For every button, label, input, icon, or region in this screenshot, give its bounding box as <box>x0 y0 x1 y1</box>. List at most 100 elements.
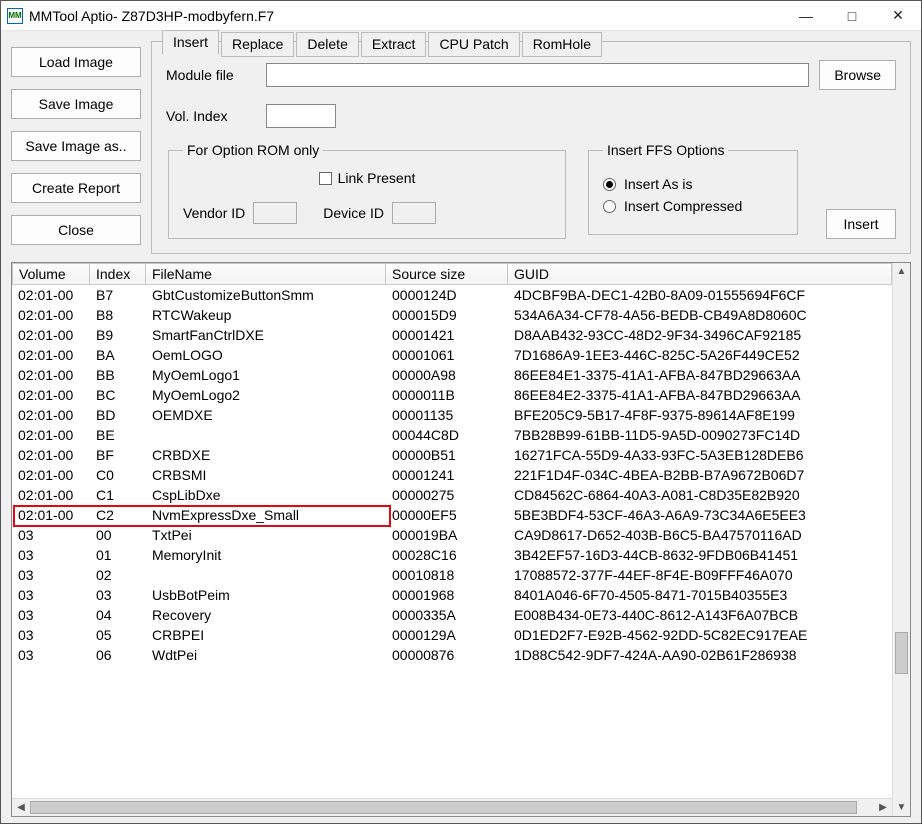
table-row[interactable]: 02:01-00BCMyOemLogo20000011B86EE84E2-337… <box>12 385 892 405</box>
create-report-button[interactable]: Create Report <box>11 173 141 203</box>
table-row[interactable]: 02:01-00C1CspLibDxe00000275CD84562C-6864… <box>12 485 892 505</box>
cell: D8AAB432-93CC-48D2-9F34-3496CAF92185 <box>508 325 892 345</box>
table-row[interactable]: 0304Recovery0000335AE008B434-0E73-440C-8… <box>12 605 892 625</box>
cell: 16271FCA-55D9-4A33-93FC-5A3EB128DEB6 <box>508 445 892 465</box>
scroll-down-icon[interactable]: ▼ <box>893 798 910 816</box>
minimize-button[interactable]: ― <box>783 1 829 31</box>
cell: 03 <box>12 525 90 545</box>
cell: 02:01-00 <box>12 345 90 365</box>
cell: 17088572-377F-44EF-8F4E-B09FFF46A070 <box>508 565 892 585</box>
cell: 00044C8D <box>386 425 508 445</box>
cell: 000019BA <box>386 525 508 545</box>
cell <box>146 565 386 585</box>
table-row[interactable]: 0300TxtPei000019BACA9D8617-D652-403B-B6C… <box>12 525 892 545</box>
cell: 00001061 <box>386 345 508 365</box>
vertical-scrollbar[interactable]: ▲ ▼ <box>892 263 910 817</box>
cell: 03 <box>12 645 90 665</box>
device-id-label: Device ID <box>323 205 384 221</box>
insert-asis-radio[interactable]: Insert As is <box>603 176 783 192</box>
cell: 02:01-00 <box>12 445 90 465</box>
maximize-button[interactable]: □ <box>829 1 875 31</box>
col-guid[interactable]: GUID <box>508 263 892 285</box>
table-row[interactable]: 0301MemoryInit00028C163B42EF57-16D3-44CB… <box>12 545 892 565</box>
cell: CRBSMI <box>146 465 386 485</box>
cell: 02:01-00 <box>12 305 90 325</box>
table-row[interactable]: 02:01-00BE00044C8D7BB28B99-61BB-11D5-9A5… <box>12 425 892 445</box>
load-image-button[interactable]: Load Image <box>11 47 141 77</box>
cell: 03 <box>12 585 90 605</box>
table-row[interactable]: 02:01-00C0CRBSMI00001241221F1D4F-034C-4B… <box>12 465 892 485</box>
table-row[interactable]: 02:01-00BAOemLOGO000010617D1686A9-1EE3-4… <box>12 345 892 365</box>
close-window-button[interactable]: ✕ <box>875 1 921 31</box>
cell: BA <box>90 345 146 365</box>
v-track[interactable] <box>893 281 910 799</box>
cell: 0000124D <box>386 285 508 305</box>
cell: RTCWakeup <box>146 305 386 325</box>
insert-compressed-label: Insert Compressed <box>624 198 742 214</box>
cell: 0000129A <box>386 625 508 645</box>
table-row[interactable]: 03020001081817088572-377F-44EF-8F4E-B09F… <box>12 565 892 585</box>
save-image-button[interactable]: Save Image <box>11 89 141 119</box>
table-row[interactable]: 02:01-00BDOEMDXE00001135BFE205C9-5B17-4F… <box>12 405 892 425</box>
tab-delete[interactable]: Delete <box>296 32 358 57</box>
vol-index-input[interactable] <box>266 104 336 128</box>
table-body[interactable]: 02:01-00B7GbtCustomizeButtonSmm0000124D4… <box>12 285 892 799</box>
device-id-input[interactable] <box>392 202 436 224</box>
tab-replace[interactable]: Replace <box>221 32 294 57</box>
grid-area: Volume Index FileName Source size GUID 0… <box>12 263 892 817</box>
table-row[interactable]: 02:01-00BFCRBDXE00000B5116271FCA-55D9-4A… <box>12 445 892 465</box>
cell: E008B434-0E73-440C-8612-A143F6A07BCB <box>508 605 892 625</box>
table-row[interactable]: 0306WdtPei000008761D88C542-9DF7-424A-AA9… <box>12 645 892 665</box>
scroll-left-icon[interactable]: ◀ <box>12 799 30 816</box>
save-image-as-button[interactable]: Save Image as.. <box>11 131 141 161</box>
table-header: Volume Index FileName Source size GUID <box>12 263 892 285</box>
cell: 03 <box>12 565 90 585</box>
table-row[interactable]: 02:01-00B9SmartFanCtrlDXE00001421D8AAB43… <box>12 325 892 345</box>
cell: 02:01-00 <box>12 405 90 425</box>
cell: BC <box>90 385 146 405</box>
col-filename[interactable]: FileName <box>146 263 386 285</box>
scroll-up-icon[interactable]: ▲ <box>893 263 910 281</box>
cell: C0 <box>90 465 146 485</box>
h-thumb[interactable] <box>30 801 857 814</box>
close-button[interactable]: Close <box>11 215 141 245</box>
cell: 03 <box>12 625 90 645</box>
cell: 1D88C542-9DF7-424A-AA90-02B61F286938 <box>508 645 892 665</box>
insert-button[interactable]: Insert <box>826 209 896 239</box>
scroll-right-icon[interactable]: ▶ <box>874 799 892 816</box>
cell: 00000275 <box>386 485 508 505</box>
cell: 5BE3BDF4-53CF-46A3-A6A9-73C34A6E5EE3 <box>508 505 892 525</box>
insert-compressed-radio[interactable]: Insert Compressed <box>603 198 783 214</box>
tab-insert[interactable]: Insert <box>162 30 219 55</box>
cell: 00001968 <box>386 585 508 605</box>
cell: WdtPei <box>146 645 386 665</box>
vendor-id-input[interactable] <box>253 202 297 224</box>
table-row[interactable]: 02:01-00BBMyOemLogo100000A9886EE84E1-337… <box>12 365 892 385</box>
cell: 02:01-00 <box>12 325 90 345</box>
col-volume[interactable]: Volume <box>12 263 90 285</box>
tab-romhole[interactable]: RomHole <box>522 32 602 57</box>
cell: MyOemLogo1 <box>146 365 386 385</box>
id-row: Vendor ID Device ID <box>183 202 551 224</box>
cell: B9 <box>90 325 146 345</box>
table-row[interactable]: 0305CRBPEI0000129A0D1ED2F7-E92B-4562-92D… <box>12 625 892 645</box>
v-thumb[interactable] <box>895 632 908 673</box>
h-track[interactable] <box>30 799 874 816</box>
col-sourcesize[interactable]: Source size <box>386 263 508 285</box>
vol-index-row: Vol. Index <box>166 104 896 128</box>
cell: 05 <box>90 625 146 645</box>
cell: B8 <box>90 305 146 325</box>
col-index[interactable]: Index <box>90 263 146 285</box>
table-row[interactable]: 02:01-00C2NvmExpressDxe_Small00000EF55BE… <box>12 505 892 525</box>
table-row[interactable]: 0303UsbBotPeim000019688401A046-6F70-4505… <box>12 585 892 605</box>
table-row[interactable]: 02:01-00B8RTCWakeup000015D9534A6A34-CF78… <box>12 305 892 325</box>
tab-extract[interactable]: Extract <box>361 32 427 57</box>
browse-button[interactable]: Browse <box>819 60 896 90</box>
module-file-input[interactable] <box>266 63 809 87</box>
cell: OemLOGO <box>146 345 386 365</box>
table-row[interactable]: 02:01-00B7GbtCustomizeButtonSmm0000124D4… <box>12 285 892 305</box>
link-present-checkbox[interactable]: Link Present <box>319 170 416 186</box>
tab-cpu-patch[interactable]: CPU Patch <box>428 32 519 57</box>
horizontal-scrollbar[interactable]: ◀ ▶ <box>12 798 892 816</box>
window-controls: ― □ ✕ <box>783 1 921 31</box>
